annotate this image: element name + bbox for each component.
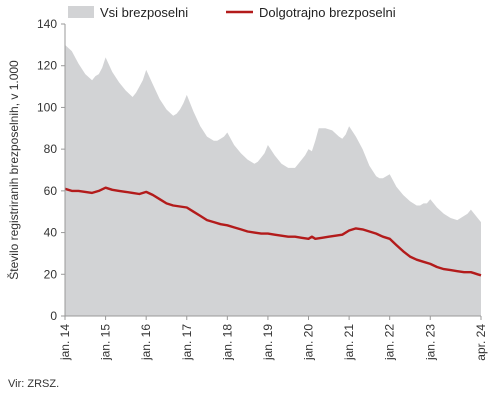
x-tick-label: jan. 20: [302, 324, 316, 361]
x-tick-label: jan. 22: [383, 324, 397, 361]
x-tick-label: jan. 17: [180, 324, 194, 361]
y-tick-label: 0: [50, 309, 57, 323]
y-axis-title: Število registriranih brezposelnih, v 1.…: [6, 60, 21, 280]
y-tick-label: 60: [44, 184, 58, 198]
legend-label-vsi-brezposelni: Vsi brezposelni: [100, 5, 188, 20]
chart-legend: Vsi brezposelni Dolgotrajno brezposelni: [68, 5, 396, 20]
legend-label-dolgotrajno-brezposelni: Dolgotrajno brezposelni: [259, 5, 396, 20]
x-tick-label: apr. 24: [474, 324, 488, 361]
y-tick-label: 100: [37, 100, 57, 114]
x-tick-label: jan. 21: [342, 324, 356, 361]
x-tick-label: jan. 16: [139, 324, 153, 361]
x-tick-label: jan. 23: [423, 324, 437, 361]
x-axis-ticks: jan. 14 jan. 15 jan. 16 jan. 17 jan. 18 jan. …: [58, 316, 488, 361]
y-tick-label: 40: [44, 226, 58, 240]
x-tick-label: jan. 19: [261, 324, 275, 361]
source-note: Vir: ZRSZ.: [8, 378, 60, 390]
legend-swatch-vsi-brezposelni: [68, 6, 94, 18]
y-tick-label: 80: [44, 142, 58, 156]
series-area-vsi-brezposelni: [65, 44, 481, 317]
y-axis-ticks: 0 20 40 60 80 100 120 140: [37, 17, 65, 323]
y-tick-label: 120: [37, 59, 57, 73]
y-tick-label: 20: [44, 267, 58, 281]
series-line-dolgotrajno-brezposelni: [64, 186, 482, 277]
y-tick-label: 140: [37, 17, 57, 31]
x-tick-label: jan. 14: [58, 324, 72, 361]
x-tick-label: jan. 15: [99, 324, 113, 361]
x-tick-label: jan. 18: [220, 324, 234, 361]
